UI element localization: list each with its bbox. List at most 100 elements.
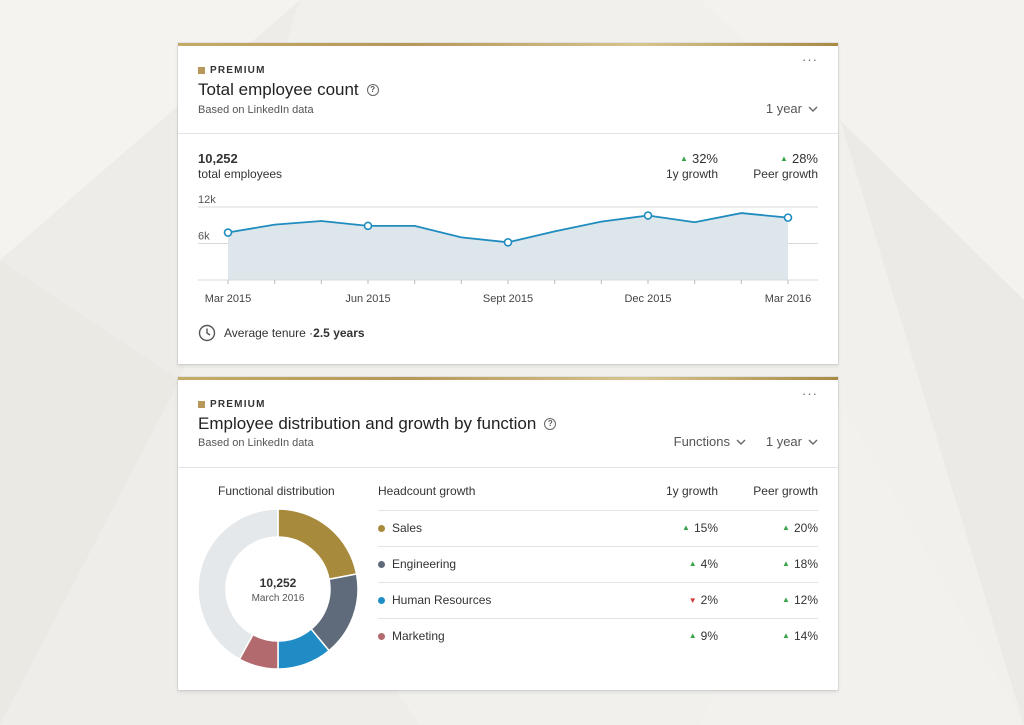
header-divider: [178, 133, 838, 134]
table-header: Headcount growth 1y growth Peer growth: [378, 484, 818, 511]
headcount-growth-table: Headcount growth 1y growth Peer growth S…: [378, 484, 818, 654]
legend-dot-icon: [378, 560, 385, 568]
table-row[interactable]: Marketing ▲ 9% ▲ 14%: [378, 619, 818, 654]
up-arrow-icon: ▲: [688, 631, 697, 640]
card-subtitle: Based on LinkedIn data: [198, 437, 314, 449]
more-options-button[interactable]: ···: [802, 52, 818, 67]
data-point[interactable]: [643, 211, 653, 220]
table-row[interactable]: Engineering ▲ 4% ▲ 18%: [378, 547, 818, 583]
card-title-text: Employee distribution and growth by func…: [198, 414, 537, 433]
function-name: Marketing: [378, 629, 445, 643]
growth-peer-cell: ▲ 12%: [782, 593, 818, 607]
growth-peer-cell-value: 14%: [793, 629, 818, 643]
x-tick-label: Mar 2015: [205, 293, 251, 305]
growth-1y-cell: ▲ 4%: [689, 557, 718, 571]
growth-peer: ▲ 28% Peer growth: [753, 151, 818, 181]
table-row[interactable]: Sales ▲ 15% ▲ 20%: [378, 511, 818, 547]
growth-peer-cell-value: 18%: [793, 557, 818, 571]
growth-peer-cell-value: 20%: [793, 521, 818, 535]
up-arrow-icon: ▲: [782, 559, 790, 568]
up-arrow-icon: ▲: [780, 154, 788, 163]
x-tick-label: Jun 2015: [345, 293, 390, 305]
total-employees-label: total employees: [198, 167, 283, 181]
up-arrow-icon: ▲: [782, 595, 790, 604]
premium-square-icon: [198, 401, 205, 408]
donut-total: 10,252: [259, 576, 297, 590]
card-title-text: Total employee count: [198, 80, 359, 99]
function-label: Engineering: [392, 557, 457, 571]
distribution-title: Functional distribution: [218, 484, 335, 498]
growth-1y-value: 32%: [691, 151, 718, 166]
table-row[interactable]: Human Resources ▼ 2% ▲ 12%: [378, 583, 818, 619]
card-subtitle: Based on LinkedIn data: [198, 104, 314, 116]
growth-1y-cell-value: 15%: [693, 521, 718, 535]
legend-dot-icon: [378, 524, 385, 532]
growth-peer-label: Peer growth: [753, 167, 818, 181]
range-dropdown-label: 1 year: [765, 434, 802, 449]
functional-distribution-donut: [198, 509, 358, 669]
growth-1y-cell-value: 2%: [700, 593, 718, 607]
more-options-button[interactable]: ···: [802, 386, 818, 401]
growth-peer-value: 28%: [791, 151, 818, 166]
range-dropdown[interactable]: 1 year: [766, 101, 818, 116]
card-title: Total employee count ?: [198, 80, 379, 100]
growth-peer-cell: ▲ 20%: [782, 521, 818, 535]
header-divider: [178, 467, 838, 468]
data-point[interactable]: [223, 228, 233, 237]
growth-peer-cell: ▲ 18%: [782, 557, 818, 571]
function-name: Sales: [378, 521, 422, 535]
growth-peer-cell: ▲ 14%: [782, 629, 818, 643]
up-arrow-icon: ▲: [688, 559, 697, 568]
premium-label: PREMIUM: [210, 65, 266, 76]
header-peer-growth: Peer growth: [753, 484, 818, 498]
help-icon[interactable]: ?: [544, 418, 557, 430]
donut-center: 10,252 March 2016: [198, 576, 358, 604]
premium-tag: PREMIUM: [198, 65, 266, 76]
function-name: Human Resources: [378, 593, 491, 607]
function-label: Marketing: [392, 629, 445, 643]
growth-1y-cell-value: 4%: [700, 557, 718, 571]
x-tick-label: Mar 2016: [765, 293, 811, 305]
y-tick-label: 12k: [198, 194, 216, 206]
function-label: Sales: [392, 521, 423, 535]
x-tick-label: Sept 2015: [483, 293, 533, 305]
growth-1y-cell: ▲ 15%: [682, 521, 718, 535]
data-point[interactable]: [783, 213, 793, 222]
chevron-down-icon: [808, 439, 818, 445]
donut-slice-human-resources[interactable]: [277, 628, 331, 669]
card-title: Employee distribution and growth by func…: [198, 414, 557, 434]
up-arrow-icon: ▲: [782, 523, 790, 532]
growth-1y-cell-value: 9%: [700, 629, 718, 643]
range-dropdown[interactable]: 1 year: [766, 434, 818, 449]
x-tick-label: Dec 2015: [624, 293, 671, 305]
donut-date: March 2016: [251, 593, 305, 604]
tenure-label: Average tenure ·: [224, 326, 314, 340]
clock-icon: [198, 324, 216, 342]
employee-count-card: ··· PREMIUM Total employee count ? Based…: [178, 43, 838, 364]
function-name: Engineering: [378, 557, 456, 571]
chevron-down-icon: [736, 439, 746, 445]
data-point[interactable]: [363, 221, 373, 231]
legend-dot-icon: [378, 632, 385, 640]
donut-slice-sales[interactable]: [277, 509, 358, 581]
data-point[interactable]: [503, 237, 513, 247]
header-1y-growth: 1y growth: [665, 484, 718, 498]
help-icon[interactable]: ?: [366, 84, 379, 96]
premium-square-icon: [198, 67, 205, 74]
up-arrow-icon: ▲: [682, 523, 690, 532]
growth-peer-cell-value: 12%: [793, 593, 818, 607]
average-tenure: Average tenure · 2.5 years: [198, 324, 365, 342]
distribution-card: ··· PREMIUM Employee distribution and gr…: [178, 377, 838, 690]
y-tick-label: 6k: [198, 231, 210, 243]
up-arrow-icon: ▲: [680, 154, 688, 163]
growth-1y-label: 1y growth: [665, 167, 718, 181]
chevron-down-icon: [808, 106, 818, 112]
range-dropdown-label: 1 year: [765, 101, 802, 116]
donut-slice-other[interactable]: [198, 509, 279, 661]
tenure-value: 2.5 years: [313, 326, 365, 340]
growth-1y-cell: ▼ 2%: [689, 593, 718, 607]
total-employees-value: 10,252: [198, 151, 238, 166]
premium-accent-bar: [178, 43, 838, 46]
functions-dropdown[interactable]: Functions: [674, 434, 746, 449]
legend-dot-icon: [378, 596, 385, 604]
